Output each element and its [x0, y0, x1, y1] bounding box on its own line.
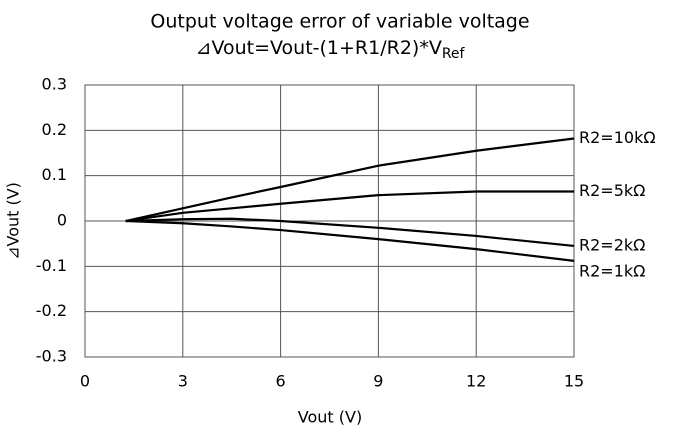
x-tick-label: 9 [373, 372, 383, 391]
series-line [125, 190, 574, 223]
x-tick-label: 3 [178, 372, 188, 391]
y-tick-label: 0 [57, 211, 67, 230]
chart-title: Output voltage error of variable voltage [150, 11, 529, 33]
series-label: R2=2kΩ [579, 235, 645, 254]
series-line [125, 219, 575, 262]
y-tick-label: 0.1 [42, 165, 67, 184]
x-tick-label: 6 [276, 372, 286, 391]
x-axis-label: Vout (V) [298, 408, 362, 427]
x-tick-label: 15 [564, 372, 584, 391]
series-label: R2=1kΩ [579, 261, 645, 280]
series-label: R2=5kΩ [579, 181, 645, 200]
plot-frame [84, 84, 575, 358]
y-tick-label: 0.3 [42, 75, 67, 94]
x-tick-label: 0 [80, 372, 90, 391]
y-axis-label: ⊿Vout (V) [4, 182, 23, 260]
y-tick-label: -0.2 [36, 301, 67, 320]
y-tick-label: -0.1 [36, 256, 67, 275]
y-tick-label: 0.2 [42, 120, 67, 139]
chart-subtitle: ⊿Vout=Vout-(1+R1/R2)*VRef [196, 37, 466, 63]
y-tick-label: -0.3 [36, 347, 67, 366]
series-label: R2=10kΩ [579, 128, 656, 147]
subtitle-main: ⊿Vout=Vout-(1+R1/R2)*V [196, 37, 442, 59]
x-tick-label: 12 [466, 372, 486, 391]
subtitle-subscript: Ref [442, 46, 466, 62]
series-line [125, 217, 575, 248]
series-line [125, 137, 575, 223]
